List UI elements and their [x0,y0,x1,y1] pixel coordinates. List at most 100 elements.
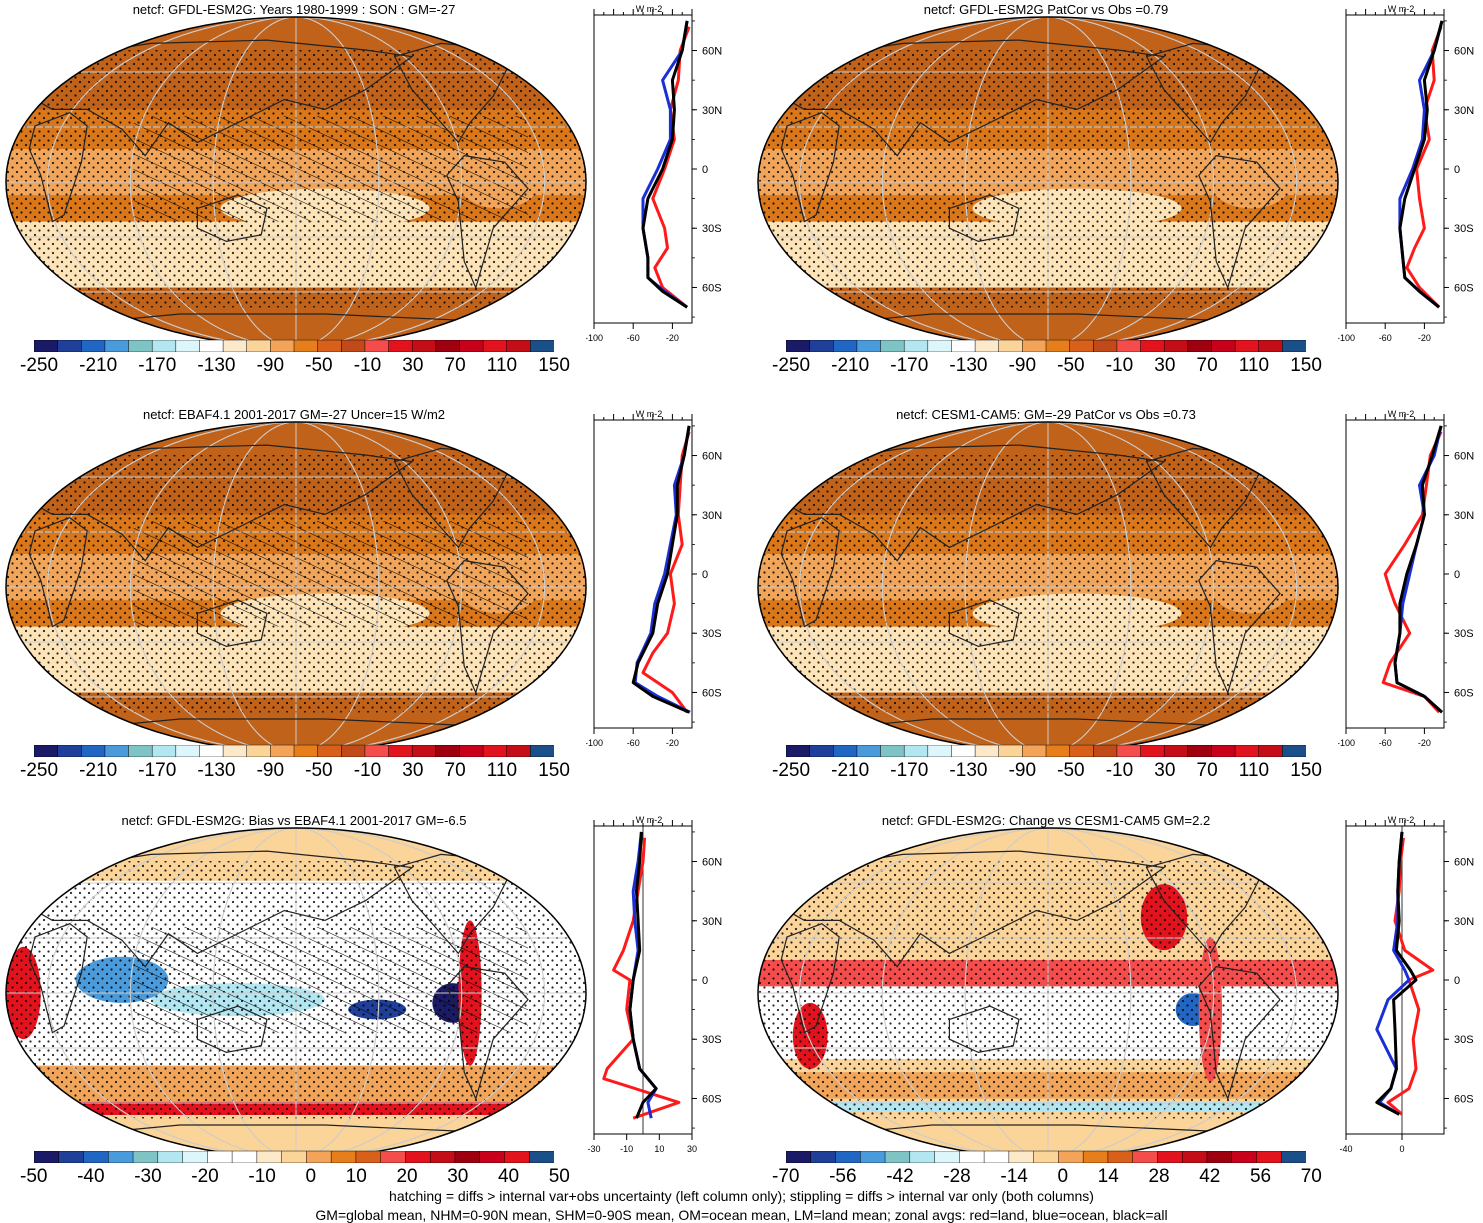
colorbar-swatch [1211,340,1236,352]
colorbar-tick-label: 150 [1290,760,1322,781]
colorbar-swatch [786,745,811,757]
colorbar-swatch [860,1151,886,1163]
colorbar-swatch [1116,340,1142,352]
colorbar-swatch [57,745,83,757]
zonal-mean-plot-5: W m-2 60N 30N 0 30S 60S -30 -10 10 30 [587,816,722,1154]
units-label: W m-2 [636,410,663,419]
colorbar-tick-label: 150 [538,355,570,376]
colorbar-swatch [1280,1151,1306,1163]
latitude-label: 60N [1454,451,1474,463]
zonal-line-land [1381,431,1443,714]
colorbar-4 [786,745,1306,757]
colorbar-tick-label: 30 [402,760,424,781]
colorbar-labels-3: -250 -210 -170 -130 -90 -50 -10 30 70 110 150 [20,760,570,782]
colorbar-tick-label: -50 [1057,760,1085,781]
colorbar-tick-label: -90 [256,760,285,781]
colorbar-swatch [388,340,413,352]
zonal-mean-plot-1: W m-2 60N 30N 0 30S 60S -100 -60 -20 [586,5,722,343]
colorbar-swatch [1107,1151,1134,1163]
zonal-mean-plot-4: W m-2 60N 30N 0 30S 60S -100 -60 -20 [1338,410,1474,748]
colorbar-tick-label: 40 [497,1166,520,1187]
colorbar-swatch [222,340,248,352]
x-tick-label: -60 [627,738,640,748]
colorbar-swatch [1234,745,1260,757]
colorbar-tick-label: 110 [486,355,518,376]
x-tick-label: -60 [627,333,640,343]
x-tick-label: -100 [586,738,603,748]
colorbar-swatch [998,745,1024,757]
latitude-label: 0 [702,164,708,176]
colorbar-swatch [479,1151,506,1163]
colorbar-tick-label: 0 [1057,1166,1069,1187]
latitude-label: 60S [1454,282,1474,294]
colorbar-swatch [182,1151,209,1163]
colorbar-swatch [1022,745,1047,757]
colorbar-swatch [1181,1151,1208,1163]
colorbar-tick-label: -14 [1000,1166,1028,1187]
latitude-label: 60S [702,687,722,699]
colorbar-swatch [1187,340,1213,352]
continent-outline [457,431,512,456]
map-panel-1 [5,16,587,348]
continent-outline [34,444,414,562]
colorbar-2 [786,340,1306,352]
colorbar-swatch [405,1151,431,1163]
colorbar-labels-4: -250 -210 -170 -130 -90 -50 -10 30 70 110 150 [772,760,1322,782]
zonal-mean-plot-3: W m-2 60N 30N 0 30S 60S -100 -60 -20 [586,410,722,748]
colorbar-swatch [835,1151,862,1163]
continent-outline [780,923,840,1034]
colorbar-swatch [330,1151,357,1163]
colorbar-swatch [454,1151,481,1163]
colorbar-swatch [317,745,343,757]
colorbar-tick-label: -130 [949,760,988,781]
colorbar-swatch [34,1151,60,1163]
continent-outline [780,517,840,628]
colorbar-swatch [104,340,130,352]
units-label: W m-2 [1388,816,1415,825]
colorbar-tick-label: -90 [1008,355,1037,376]
colorbar-tick-label: -10 [248,1166,276,1187]
colorbar-labels-2: -250 -210 -170 -130 -90 -50 -10 30 70 110 150 [772,355,1322,377]
colorbar-tick-label: -90 [256,355,285,376]
colorbar-swatch [909,1151,936,1163]
colorbar-swatch [809,745,835,757]
continent-outline [1209,431,1264,456]
map-panel-5 [5,827,587,1159]
continent-outline [780,112,840,223]
zonal-line-land [1405,26,1443,309]
colorbar-tick-label: -250 [772,760,811,781]
colorbar-tick-label: -70 [772,1166,800,1187]
colorbar-tick-label: 42 [1199,1166,1221,1187]
colorbar-tick-label: 150 [538,760,570,781]
colorbar-tick-label: -130 [949,355,988,376]
x-tick-label: -20 [1418,333,1431,343]
latitude-label: 30S [1454,1034,1474,1046]
colorbar-swatch [482,340,508,352]
zonal-line-all [1393,425,1444,714]
colorbar-swatch [903,745,929,757]
colorbar-swatch [833,340,858,352]
colorbar-swatch [341,340,366,352]
colorbar-swatch [1163,340,1189,352]
latitude-label: 0 [1454,164,1460,176]
colorbar-tick-label: 20 [396,1166,418,1187]
colorbar-swatch [530,745,554,757]
x-tick-label: 30 [687,1144,697,1154]
colorbar-tick-label: 110 [1238,355,1270,376]
continent-outline [1198,559,1281,695]
colorbar-swatch [293,340,319,352]
zonal-line-all [631,425,691,714]
colorbar-swatch [1282,340,1306,352]
colorbar-tick-label: 30 [1154,355,1176,376]
colorbar-swatch [1258,745,1284,757]
colorbar-swatch [1022,340,1047,352]
colorbar-swatch [231,1151,258,1163]
colorbar-swatch [429,1151,456,1163]
colorbar-tick-label: -130 [197,355,236,376]
colorbar-swatch [317,340,343,352]
colorbar-swatch [856,745,882,757]
colorbar-swatch [528,1151,554,1163]
zonal-line-ocean [1375,831,1411,1116]
panel-title-5: netcf: GFDL-ESM2G: Bias vs EBAF4.1 2001-… [121,813,467,828]
